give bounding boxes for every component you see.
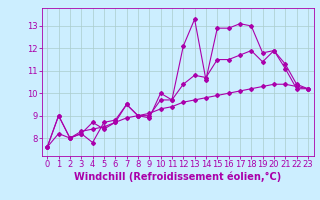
- X-axis label: Windchill (Refroidissement éolien,°C): Windchill (Refroidissement éolien,°C): [74, 172, 281, 182]
